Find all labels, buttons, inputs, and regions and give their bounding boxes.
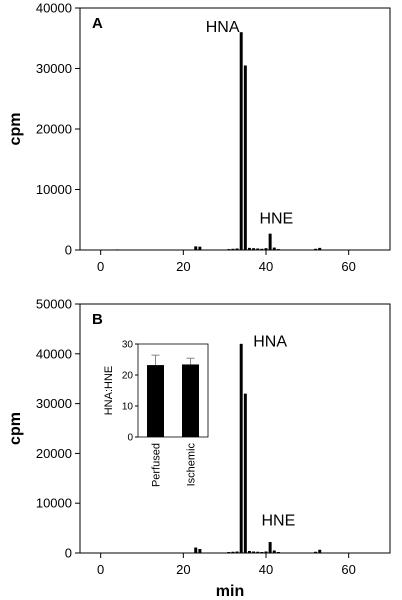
inset-y-tick-label: 20 [122, 371, 134, 382]
bar [314, 248, 318, 250]
inset-y-tick-label: 10 [122, 402, 134, 413]
bar [314, 551, 318, 553]
bar [231, 551, 235, 553]
bar [235, 551, 239, 553]
peak-annotation: HNA [253, 333, 287, 350]
panel-B: 0 10000 20000 30000 40000 50000 0 20 40 60 cpm min B… [7, 297, 391, 600]
y-axis-title: cpm [7, 412, 24, 445]
bar [247, 247, 251, 250]
inset-bar [147, 365, 164, 437]
peak-annotation: HNA [206, 19, 240, 36]
bar [239, 32, 243, 251]
panel-A: 0 10000 20000 30000 40000 0 20 40 60 cpm A HNA HNE [7, 1, 391, 274]
bar [268, 233, 272, 250]
peak-annotation: HNE [262, 513, 296, 530]
bar [235, 248, 239, 250]
y-tick-label: 20000 [36, 446, 72, 461]
bar [243, 65, 247, 250]
y-tick-label: 0 [65, 243, 72, 258]
bar [268, 542, 272, 553]
inset-y-axis-title: HNA:HNE [103, 366, 115, 416]
x-tick-label: 20 [176, 259, 190, 274]
inset-bar [182, 364, 199, 437]
inset-chart: 0 10 20 30 Perfused Ischemic HNA:HNE [103, 340, 209, 487]
bar [227, 552, 231, 553]
bar [198, 549, 202, 553]
y-tick-label: 20000 [36, 122, 72, 137]
bar [264, 248, 268, 250]
inset-y-tick-label: 0 [127, 433, 133, 444]
bar [256, 248, 260, 250]
bar [276, 249, 280, 250]
panel-letter: A [92, 15, 103, 32]
bar [318, 549, 322, 553]
x-tick-label: 0 [97, 562, 104, 577]
bar [252, 248, 256, 250]
y-tick-label: 50000 [36, 297, 72, 312]
bar [115, 249, 119, 251]
x-axis-title: min [216, 583, 244, 600]
bar [276, 552, 280, 553]
inset-category-label: Ischemic [186, 443, 198, 487]
inset-y-tick-label: 30 [122, 340, 134, 351]
inset-category-label: Perfused [151, 443, 163, 487]
y-tick-label: 40000 [36, 1, 72, 16]
bar [194, 246, 198, 250]
bar [239, 343, 243, 553]
bar [260, 248, 264, 250]
plot-frame [79, 7, 391, 251]
bar [256, 551, 260, 553]
plot-frame [79, 303, 391, 554]
bar [231, 248, 235, 250]
inset-frame [137, 343, 209, 438]
y-tick-label: 10000 [36, 182, 72, 197]
y-tick-label: 40000 [36, 346, 72, 361]
bar [272, 550, 276, 553]
x-tick-label: 0 [97, 259, 104, 274]
panel-letter: B [92, 311, 103, 328]
bar [264, 551, 268, 553]
bar [194, 547, 198, 553]
bar [227, 249, 231, 250]
bar [252, 551, 256, 553]
y-axis-title: cpm [7, 113, 24, 146]
x-tick-label: 20 [176, 562, 190, 577]
bar [272, 247, 276, 250]
bar [247, 551, 251, 553]
y-tick-label: 30000 [36, 396, 72, 411]
y-tick-label: 10000 [36, 496, 72, 511]
x-tick-label: 40 [259, 562, 273, 577]
x-tick-label: 60 [341, 562, 355, 577]
bar [260, 552, 264, 553]
bar [115, 552, 119, 554]
peak-annotation: HNE [259, 210, 293, 227]
x-tick-label: 60 [341, 259, 355, 274]
y-tick-label: 30000 [36, 61, 72, 76]
y-tick-label: 0 [65, 546, 72, 561]
bar [198, 246, 202, 250]
bar [243, 393, 247, 553]
bar [318, 247, 322, 250]
x-tick-label: 40 [259, 259, 273, 274]
